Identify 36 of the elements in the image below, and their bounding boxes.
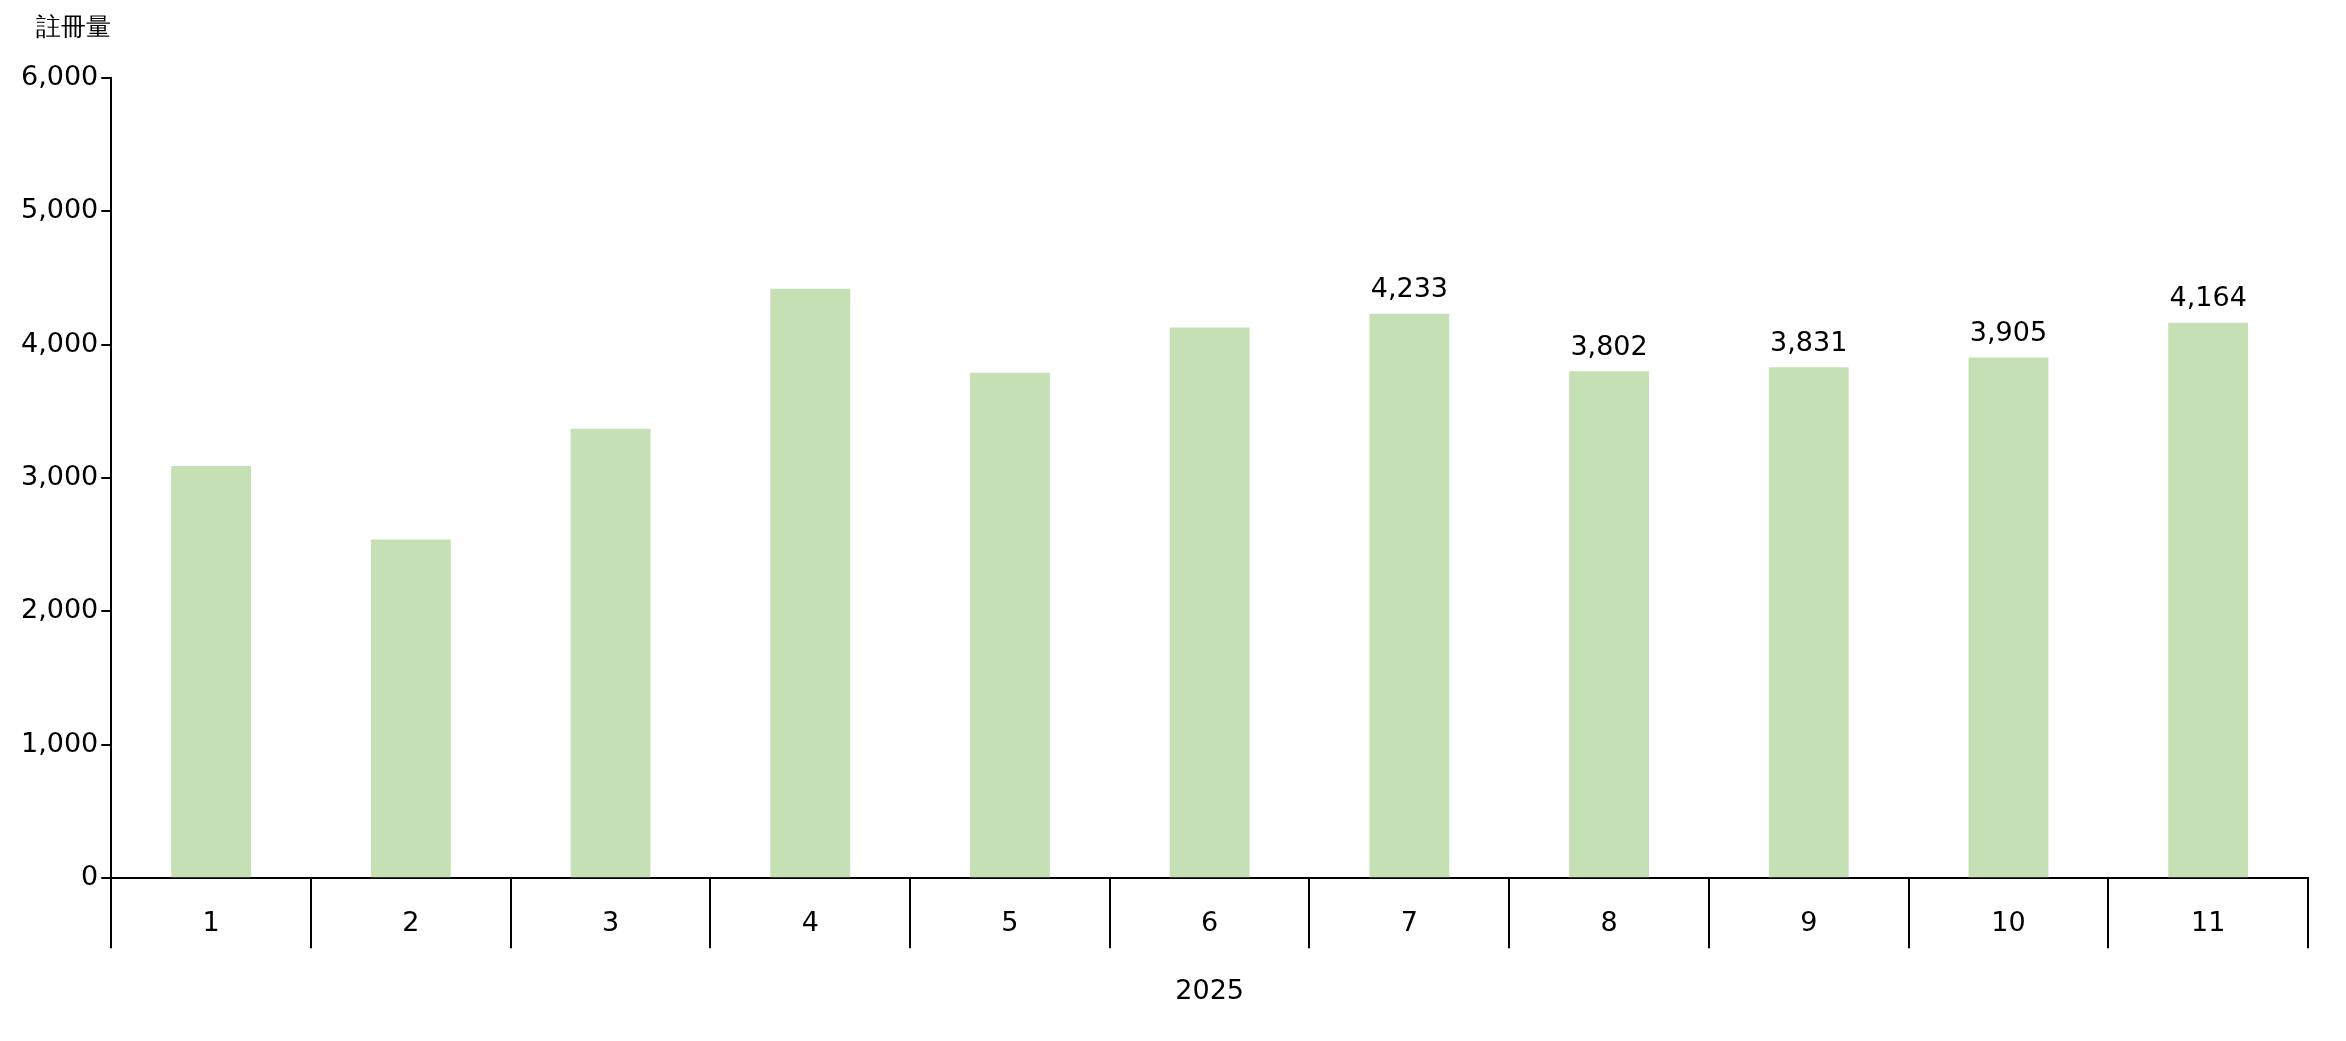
bar [2168, 322, 2249, 878]
data-label: 3,831 [1770, 325, 1848, 357]
x-tick-label: 9 [1800, 906, 1818, 938]
y-tick-label: 3,000 [21, 460, 99, 492]
data-label: 4,233 [1370, 272, 1448, 304]
x-axis-title: 2025 [1175, 973, 1245, 1005]
bar [970, 372, 1050, 878]
x-tick-label: 1 [202, 906, 220, 938]
bar [1768, 367, 1849, 878]
data-label: 3,802 [1570, 329, 1648, 361]
x-tick-label: 4 [801, 906, 819, 938]
x-tick-label: 3 [601, 906, 620, 938]
y-tick-label: 5,000 [21, 193, 99, 225]
bar [1968, 357, 2049, 878]
x-tick-label: 5 [1001, 906, 1019, 938]
data-label: 4,164 [2169, 281, 2247, 313]
y-tick-label: 2,000 [21, 593, 99, 625]
x-tick-label: 8 [1600, 906, 1618, 938]
bar [1569, 371, 1649, 878]
bar [570, 428, 651, 878]
y-tick-label: 4,000 [21, 326, 99, 358]
x-tick-label: 2 [402, 906, 420, 938]
y-tick-label: 0 [81, 860, 99, 892]
x-tick-label: 7 [1400, 906, 1418, 938]
bar [770, 288, 851, 878]
bar [171, 466, 252, 878]
x-tick-label: 11 [2190, 906, 2226, 938]
x-tick-label: 6 [1201, 906, 1219, 938]
data-label: 3,905 [1969, 315, 2048, 347]
y-tick-label: 1,000 [21, 726, 99, 758]
bar [1169, 327, 1250, 878]
bar [1369, 313, 1450, 878]
bar [370, 539, 451, 878]
x-tick-label: 10 [1991, 906, 2026, 938]
y-tick-label: 6,000 [21, 60, 99, 92]
y-axis-title: 註冊量 [36, 12, 111, 41]
